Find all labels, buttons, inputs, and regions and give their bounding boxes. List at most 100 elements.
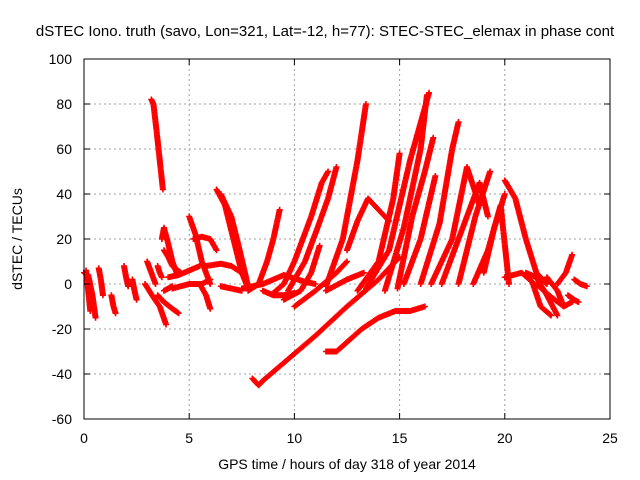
data-point <box>344 258 350 265</box>
data-series-3 <box>108 292 119 317</box>
data-series-53 <box>571 276 590 290</box>
data-point <box>360 269 367 276</box>
data-point <box>554 312 561 319</box>
data-point <box>276 206 283 213</box>
data-series-17 <box>190 233 220 254</box>
data-series-13 <box>160 283 176 294</box>
data-point <box>158 274 165 281</box>
data-point <box>506 281 513 287</box>
chart-title: dSTEC Iono. truth (savo, Lon=321, Lat=-1… <box>36 23 615 40</box>
data-point <box>333 164 340 170</box>
data-series-5 <box>129 276 140 303</box>
data-point <box>159 186 166 193</box>
data-series-18 <box>196 281 214 312</box>
data-series-31 <box>322 303 428 355</box>
y-tick-label: 80 <box>56 96 72 112</box>
data-series-2 <box>95 265 106 299</box>
data-series-39 <box>400 173 439 287</box>
data-points <box>81 89 590 389</box>
data-series-40 <box>417 119 462 287</box>
y-tick-label: 60 <box>56 141 72 157</box>
data-series-27 <box>270 168 332 296</box>
data-series-22 <box>217 283 245 294</box>
data-point <box>213 247 220 254</box>
data-point <box>133 296 140 303</box>
y-axis-label: dSTEC / TECUs <box>9 188 25 290</box>
y-tick-label: 40 <box>56 186 72 202</box>
data-series-51 <box>554 251 576 287</box>
y-tick-label: 0 <box>64 276 72 292</box>
data-series-14 <box>165 263 203 281</box>
data-series-28 <box>280 242 323 303</box>
data-series-52 <box>564 292 582 305</box>
data-point <box>569 251 576 258</box>
data-series-38 <box>394 134 437 292</box>
data-point <box>542 279 549 286</box>
data-series-12 <box>160 247 184 276</box>
data-series-34 <box>344 195 393 254</box>
data-series-37 <box>381 92 430 294</box>
data-point <box>207 305 214 312</box>
data-point <box>207 281 214 287</box>
data-point <box>455 119 462 125</box>
data-point <box>548 312 555 319</box>
data-series-50 <box>543 274 567 310</box>
data-point <box>99 292 106 299</box>
data-series-46 <box>501 177 550 287</box>
axis-ticks: 0 5 10 15 20 25 -60 -40 -20 0 20 40 60 80 100 <box>49 51 618 446</box>
data-series-16 <box>186 213 214 287</box>
data-series-33 <box>322 269 367 294</box>
x-tick-label: 20 <box>497 430 513 446</box>
data-point <box>175 310 182 317</box>
x-tick-label: 0 <box>80 430 88 446</box>
data-series-6 <box>142 281 170 328</box>
data-series-9 <box>148 96 166 193</box>
data-series-45 <box>480 191 508 276</box>
data-point <box>432 173 439 179</box>
data-point <box>547 311 554 318</box>
x-tick-label: 5 <box>185 430 193 446</box>
data-point <box>92 314 99 321</box>
y-tick-label: 20 <box>56 231 72 247</box>
data-series-10 <box>154 292 182 317</box>
y-tick-label: -20 <box>52 321 72 337</box>
data-point <box>112 310 119 317</box>
data-point <box>423 92 430 98</box>
data-series-29 <box>285 164 340 294</box>
data-point <box>362 101 369 107</box>
y-tick-label: -40 <box>52 366 72 382</box>
data-series-26 <box>249 254 403 389</box>
data-point <box>152 281 159 287</box>
data-point <box>343 259 350 266</box>
data-point <box>583 283 590 290</box>
data-series-7 <box>144 258 159 287</box>
x-tick-label: 15 <box>392 430 408 446</box>
data-point <box>325 168 332 175</box>
data-point <box>575 299 582 305</box>
x-tick-label: 10 <box>287 430 303 446</box>
data-series-47 <box>501 269 555 319</box>
data-point <box>312 281 319 287</box>
data-series-1 <box>83 267 94 314</box>
x-axis-label: GPS time / hours of day 318 of year 2014 <box>218 456 476 472</box>
data-point <box>87 308 94 314</box>
y-tick-label: 100 <box>49 51 73 67</box>
data-series-21 <box>217 191 252 290</box>
data-series-32 <box>322 101 369 290</box>
data-point <box>316 242 323 249</box>
data-point <box>125 283 132 290</box>
data-series-4 <box>120 263 132 290</box>
data-point <box>560 303 567 310</box>
data-point <box>543 281 550 287</box>
data-series-8 <box>154 263 165 281</box>
x-tick-label: 25 <box>602 430 618 446</box>
data-series-24 <box>245 206 283 294</box>
data-point <box>501 191 508 197</box>
y-tick-label: -60 <box>52 411 72 427</box>
data-point <box>487 168 494 175</box>
data-point <box>163 321 170 328</box>
data-point <box>396 150 403 157</box>
data-point <box>430 134 437 141</box>
data-series-43 <box>455 168 494 287</box>
